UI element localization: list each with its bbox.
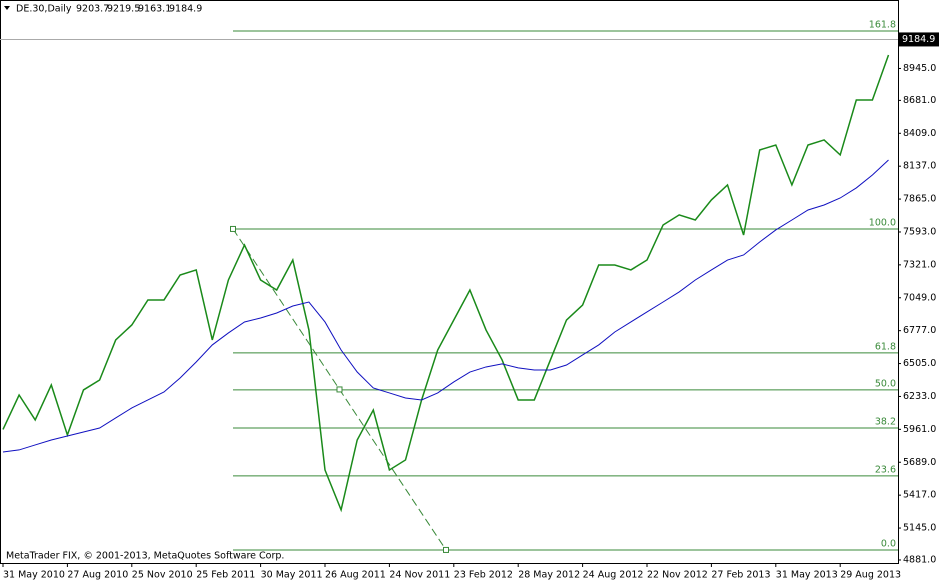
- x-tick-label: 22 Nov 2012: [647, 570, 708, 581]
- copyright: MetaTrader FIX, © 2001-2013, MetaQuotes …: [6, 551, 284, 562]
- x-tick-label: 31 May 2013: [776, 570, 838, 581]
- x-tick-label: 27 Feb 2013: [711, 570, 770, 581]
- y-tick-label: 4881.0: [903, 554, 936, 565]
- fib-anchor: [230, 225, 236, 232]
- fib-label: 0.0: [881, 538, 896, 549]
- y-tick-label: 8945.0: [903, 63, 936, 74]
- y-tick-label: 8409.0: [903, 128, 936, 139]
- y-tick-label: 8137.0: [903, 161, 936, 172]
- fib-anchor: [336, 386, 343, 393]
- symbol: DE.30,Daily: [16, 4, 72, 15]
- y-tick-label: 5417.0: [903, 490, 936, 501]
- last-price-label: 9184.9: [902, 34, 935, 45]
- ohlc-high: 9219.5: [107, 4, 140, 15]
- x-tick-label: 31 May 2010: [3, 570, 65, 581]
- x-tick-label: 24 Nov 2011: [389, 570, 450, 581]
- y-tick-label: 7865.0: [903, 194, 936, 205]
- fib-label: 23.6: [875, 464, 896, 475]
- x-tick-label: 29 Aug 2013: [840, 570, 901, 581]
- x-tick-label: 27 Aug 2010: [67, 570, 128, 581]
- x-tick-label: 25 Nov 2010: [132, 570, 193, 581]
- y-tick-label: 6777.0: [903, 325, 936, 336]
- y-tick-label: 5689.0: [903, 457, 936, 468]
- x-tick-label: 28 May 2012: [518, 570, 580, 581]
- fib-label: 38.2: [875, 417, 896, 428]
- y-tick-label: 8681.0: [903, 95, 936, 106]
- series-line: [2, 54, 890, 513]
- x-tick-label: 23 Feb 2012: [454, 570, 513, 581]
- fib-label: 61.8: [875, 341, 896, 352]
- x-tick-label: 26 Aug 2011: [325, 570, 386, 581]
- x-tick-label: 25 Feb 2011: [196, 570, 255, 581]
- fib-label: 161.8: [869, 19, 896, 30]
- fib-label: 50.0: [875, 378, 896, 389]
- y-tick-label: 5145.0: [903, 523, 936, 534]
- y-tick-label: 7593.0: [903, 226, 936, 237]
- last-price-box: [899, 32, 939, 47]
- y-tick-label: 5961.0: [903, 424, 936, 435]
- fib-label: 100.0: [869, 217, 896, 228]
- ohlc-low: 9163.1: [138, 4, 171, 15]
- fib-anchor: [443, 546, 449, 553]
- y-tick-label: 7049.0: [903, 292, 936, 303]
- plot-frame: [0, 0, 899, 564]
- y-tick-label: 7321.0: [903, 259, 936, 270]
- x-tick-label: 30 May 2011: [261, 570, 323, 581]
- x-tick-label: 24 Aug 2012: [583, 570, 644, 581]
- menu-arrow: [4, 6, 10, 10]
- ohlc-close: 9184.9: [169, 4, 202, 15]
- series-line: [2, 159, 889, 453]
- ohlc-open: 9203.7: [76, 4, 109, 15]
- y-tick-label: 6505.0: [903, 358, 936, 369]
- y-tick-label: 6233.0: [903, 391, 936, 402]
